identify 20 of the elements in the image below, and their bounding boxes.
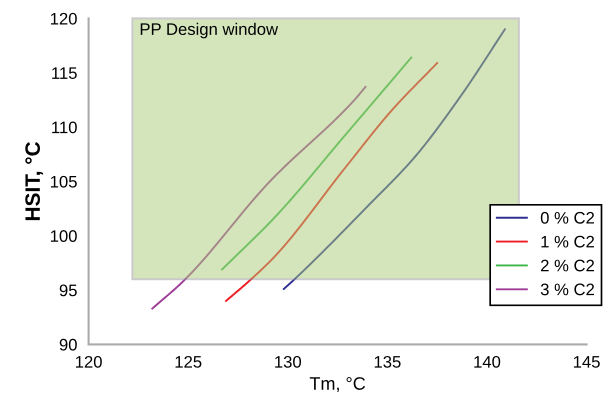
- x-axis-title: Tm, °C: [310, 377, 366, 392]
- x-tick-label: 135: [374, 356, 401, 368]
- x-tick-label: 120: [76, 356, 102, 368]
- band-label: PP Design window: [140, 22, 278, 38]
- y-tick-label: 90: [60, 338, 77, 351]
- x-tick-label: 125: [176, 356, 202, 368]
- x-tick-label: 140: [474, 356, 500, 368]
- x-tick-label: 145: [574, 356, 600, 368]
- legend-label: 0 % C2: [540, 212, 594, 224]
- x-tick-label: 130: [275, 356, 302, 368]
- y-tick-label: 100: [50, 230, 77, 242]
- y-tick-label: 120: [50, 12, 77, 25]
- y-axis-title: HSIT, °C: [25, 142, 44, 220]
- y-tick-label: 110: [52, 122, 77, 134]
- y-tick-label: 95: [60, 284, 77, 296]
- y-tick-label: 105: [50, 176, 77, 188]
- legend-label: 2 % C2: [541, 260, 594, 272]
- legend-label: 3 % C2: [540, 284, 594, 296]
- y-tick-label: 115: [52, 67, 77, 79]
- legend-label: 1 % C2: [541, 236, 594, 248]
